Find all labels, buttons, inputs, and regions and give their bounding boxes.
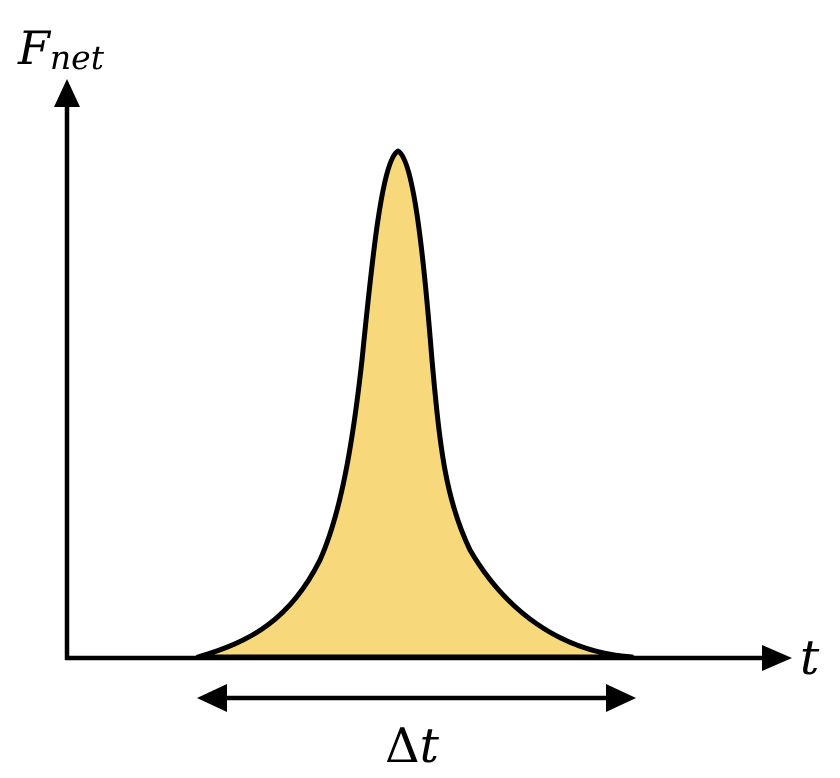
interval-arrow-left-head: [197, 684, 227, 712]
y-axis-label-main: F: [17, 21, 52, 75]
y-axis-arrowhead: [54, 79, 80, 107]
interval-label-var: t: [420, 718, 440, 774]
x-axis-arrowhead: [762, 645, 792, 671]
y-axis-label-subscript: net: [50, 38, 105, 77]
x-axis-label: t: [800, 630, 820, 686]
force-pulse-area: [195, 148, 635, 660]
interval-label: Δt: [385, 718, 440, 774]
interval-label-delta: Δ: [385, 718, 420, 774]
interval-arrow-right-head: [606, 684, 636, 712]
y-axis-label: Fnet: [17, 21, 105, 77]
